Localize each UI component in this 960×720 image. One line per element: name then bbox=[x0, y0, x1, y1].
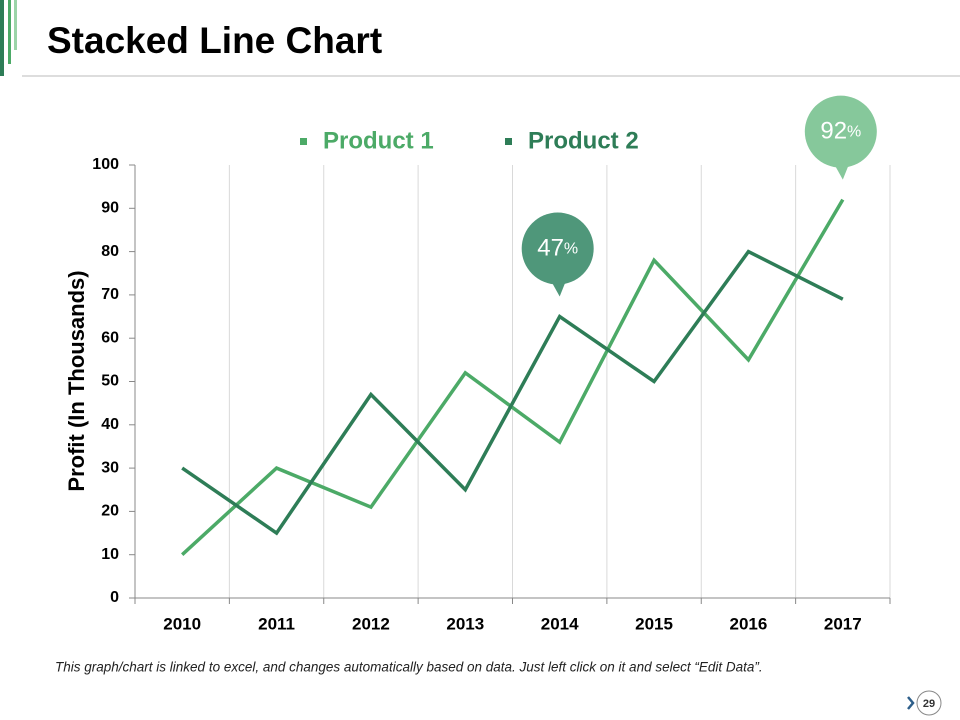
callout-text: 92% bbox=[820, 118, 861, 145]
y-tick-label: 40 bbox=[101, 416, 119, 433]
y-tick-label: 60 bbox=[101, 329, 119, 346]
callout-number: 47 bbox=[537, 235, 564, 262]
callout: 92% bbox=[804, 95, 877, 180]
page-badge bbox=[916, 690, 942, 716]
callout-bubble bbox=[521, 212, 594, 285]
x-tick-label: 2013 bbox=[446, 614, 484, 633]
legend-marker bbox=[505, 138, 512, 145]
decor-bar bbox=[14, 0, 17, 50]
x-tick-label: 2017 bbox=[824, 614, 862, 633]
x-tick-label: 2012 bbox=[352, 614, 390, 633]
y-tick-label: 100 bbox=[92, 156, 119, 173]
y-tick-label: 70 bbox=[101, 286, 119, 303]
y-tick-label: 30 bbox=[101, 459, 119, 476]
callout-suffix: % bbox=[564, 241, 578, 258]
page-number: 29 bbox=[923, 698, 935, 710]
y-tick-label: 10 bbox=[101, 546, 119, 563]
legend-label: Product 1 bbox=[323, 127, 434, 154]
y-tick-label: 20 bbox=[101, 503, 119, 520]
y-axis-label: Profit (In Thousands) bbox=[64, 270, 89, 491]
x-tick-label: 2016 bbox=[730, 614, 768, 633]
y-tick-label: 50 bbox=[101, 373, 119, 390]
series-line bbox=[181, 249, 844, 536]
chart-title: Stacked Line Chart bbox=[47, 20, 382, 61]
callout-suffix: % bbox=[847, 124, 861, 141]
callout: 47% bbox=[521, 212, 594, 297]
next-icon bbox=[907, 696, 915, 710]
footnote: This graph/chart is linked to excel, and… bbox=[55, 660, 763, 675]
x-tick-label: 2011 bbox=[258, 614, 295, 633]
x-tick-label: 2014 bbox=[541, 614, 579, 633]
decor-bar bbox=[8, 0, 11, 64]
y-tick-label: 80 bbox=[101, 243, 119, 260]
series-line bbox=[181, 198, 845, 556]
x-tick-label: 2010 bbox=[163, 614, 201, 633]
y-tick-label: 90 bbox=[101, 200, 119, 217]
x-tick-label: 2015 bbox=[635, 614, 673, 633]
legend-label: Product 2 bbox=[528, 127, 639, 154]
callout-text: 47% bbox=[537, 235, 578, 262]
callout-bubble bbox=[804, 95, 877, 168]
legend-marker bbox=[300, 138, 307, 145]
decor-bar bbox=[0, 0, 4, 76]
y-tick-label: 0 bbox=[110, 589, 119, 606]
callout-number: 92 bbox=[820, 118, 847, 145]
